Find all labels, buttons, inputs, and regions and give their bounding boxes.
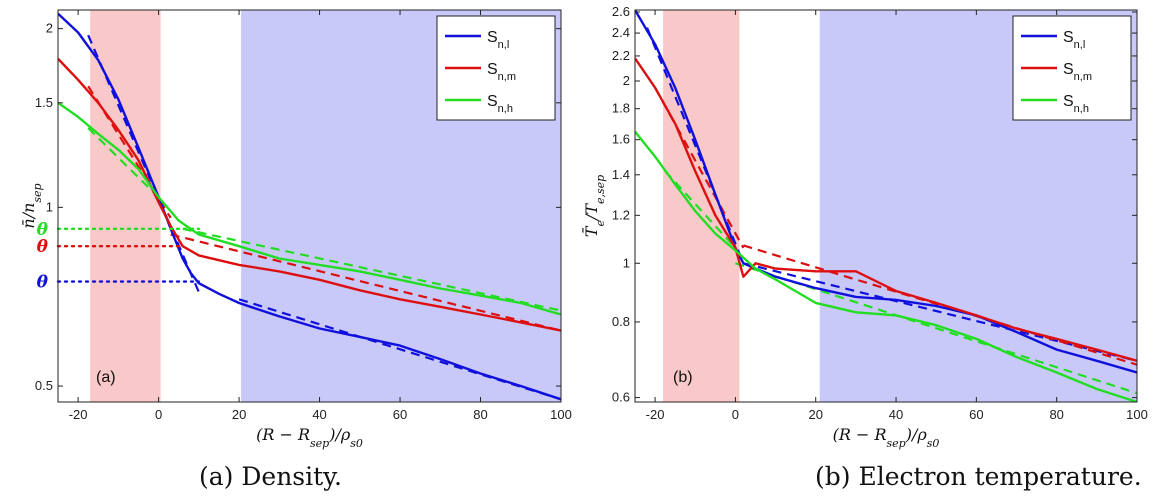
x-tick-label: 40 xyxy=(889,407,903,422)
y-axis-label: n̄/nsep xyxy=(19,183,44,228)
legend-box xyxy=(436,15,556,121)
temperature-caption: (b) Electron temperature. xyxy=(815,462,1142,491)
x-tick-label: 100 xyxy=(1126,407,1148,422)
fit-line-S-n-m xyxy=(87,85,172,219)
x-tick-label: 40 xyxy=(312,407,326,422)
x-tick-label: 100 xyxy=(550,407,572,422)
y-axis-label: T̄e/Te,sep xyxy=(580,175,606,237)
y-tick-label: 2 xyxy=(623,73,630,88)
y-tick-label: 0.8 xyxy=(612,314,630,329)
temperature-chart-panel: -20 0 20 40 60 80 100 0.6 0.8 1 1.2 1.4 1.6 1.8 2 2.2 2.… xyxy=(578,0,1155,504)
fit-line-S-n-l xyxy=(743,262,1137,362)
series-line-S-n-l xyxy=(635,10,1137,374)
legend-entry-label: Sn,l xyxy=(1063,29,1085,51)
panel-label: (a) xyxy=(96,369,116,386)
density-chart-panel: θ θ θ -20 0 20 40 60 80 100 0.5 1 1.5 2 (R − Rsep)/ρs0… xyxy=(19,9,572,491)
shaded-region-pink xyxy=(663,10,740,402)
plot-area xyxy=(635,10,1137,402)
series-line-S-n-h xyxy=(58,101,561,316)
legend-entry-label: Sn,m xyxy=(487,61,516,83)
x-tick-label: 60 xyxy=(393,407,407,422)
x-tick-label: 80 xyxy=(473,407,487,422)
legend-entry-label: Sn,m xyxy=(1063,61,1092,83)
shaded-region-pink xyxy=(90,10,161,402)
x-tick-label: 20 xyxy=(808,407,822,422)
series-line-S-n-h xyxy=(635,130,1137,402)
legend-entry-label: Sn,h xyxy=(1063,93,1089,115)
y-tick-label: 0.6 xyxy=(612,390,630,405)
y-tick-label: 1.5 xyxy=(35,95,53,110)
fit-line-S-n-m xyxy=(170,233,561,332)
x-tick-label: -20 xyxy=(69,407,88,422)
x-tick-label: 0 xyxy=(155,407,162,422)
y-tick-label: 2.2 xyxy=(612,48,630,63)
axes-box xyxy=(57,9,562,403)
y-tick-label: 1 xyxy=(623,255,630,270)
y-tick-label: 0.5 xyxy=(35,378,53,393)
theta-label: θ xyxy=(37,237,49,257)
fit-line-S-n-l xyxy=(238,298,561,401)
y-tick-label: 2 xyxy=(46,21,53,36)
series-line-S-n-m xyxy=(635,57,1137,362)
y-tick-label: 1.4 xyxy=(612,167,630,182)
x-tick-label: 20 xyxy=(232,407,246,422)
plot-area xyxy=(58,12,561,401)
x-tick-label: 0 xyxy=(732,407,739,422)
x-tick-label: -20 xyxy=(646,407,665,422)
x-axis-label: (R − Rsep)/ρs0 xyxy=(833,425,940,450)
axes-box xyxy=(634,9,1138,403)
x-tick-label: 80 xyxy=(1049,407,1063,422)
legend-entry-label: Sn,h xyxy=(487,93,513,115)
panel-label: (b) xyxy=(673,369,693,386)
fit-line-S-n-h xyxy=(87,127,160,199)
x-tick-label: 60 xyxy=(969,407,983,422)
fit-line-S-n-h xyxy=(664,170,737,249)
y-tick-label: 2.6 xyxy=(612,4,630,19)
theta-label: θ xyxy=(37,273,49,293)
theta-label: θ xyxy=(37,220,49,240)
y-tick-label: 1 xyxy=(46,199,53,214)
fit-line-S-n-m xyxy=(743,244,1137,366)
y-tick-label: 1.8 xyxy=(612,101,630,116)
series-line-S-n-m xyxy=(58,57,561,332)
series-line-S-n-l xyxy=(58,12,561,401)
temperature-chart: -20 0 20 40 60 80 100 0.6 0.8 1 1.2 1.4 1.6 1.8 2 2.2 2.… xyxy=(580,4,1148,450)
y-tick-label: 1.2 xyxy=(612,207,630,222)
x-axis-label: (R − Rsep)/ρs0 xyxy=(256,425,363,450)
fit-line-S-n-h xyxy=(735,262,1137,395)
y-tick-label: 2.4 xyxy=(612,25,630,40)
fit-line-S-n-h xyxy=(182,227,561,312)
legend-entry-label: Sn,l xyxy=(487,29,509,51)
density-caption: (a) Density. xyxy=(199,462,342,491)
y-tick-label: 1.6 xyxy=(612,132,630,147)
